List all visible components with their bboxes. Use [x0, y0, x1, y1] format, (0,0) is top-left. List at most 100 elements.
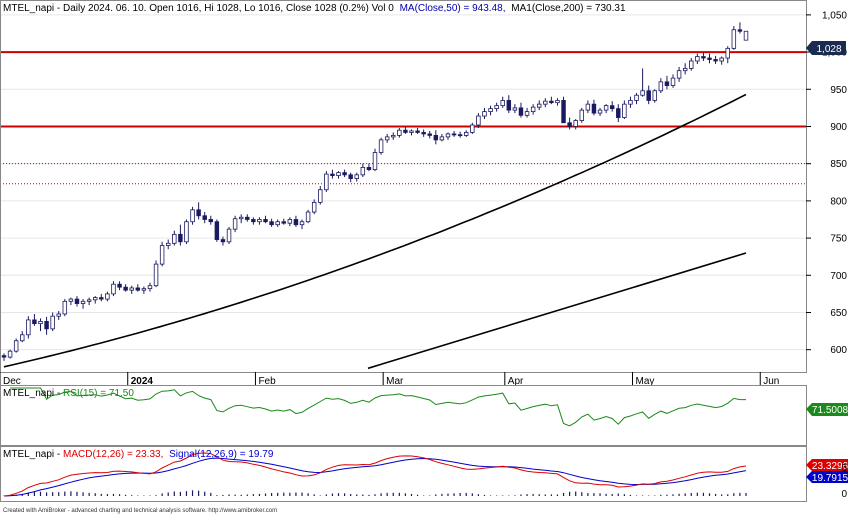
candle-body	[494, 105, 499, 110]
candle-body	[737, 29, 743, 32]
candle	[275, 219, 280, 227]
candle	[573, 119, 578, 130]
candle	[737, 22, 743, 34]
macd-pane[interactable]: MTEL_napi - MACD(12,26) = 23.33, Signal(…	[0, 446, 849, 502]
rsi-pane[interactable]: MTEL_napi - RSI(15) = 71.50 71.5008	[0, 385, 849, 446]
candle-body	[561, 100, 566, 124]
candle	[561, 96, 566, 124]
candle	[251, 217, 256, 225]
x-tick-label: Apr	[508, 376, 524, 387]
candle-body	[622, 103, 627, 118]
candle-body	[609, 105, 615, 110]
candle-body	[543, 100, 548, 105]
candle-body	[397, 129, 402, 136]
date-axis: Dec 2024 Feb Mar Apr May Jun	[0, 372, 779, 387]
y-tick-label: 600	[830, 345, 847, 356]
candle	[512, 104, 518, 114]
macd-legend: MACD(12,26) = 23.33,	[63, 449, 163, 460]
candle-body	[573, 120, 578, 127]
candle	[658, 78, 664, 93]
candle-body	[384, 136, 390, 141]
y-tick-label: 1,050	[822, 10, 847, 21]
candle	[476, 113, 481, 128]
price-header: MTEL_napi - Daily 2024. 06. 10. Open 101…	[3, 3, 626, 14]
candle	[20, 331, 25, 343]
candle-body	[713, 59, 718, 62]
candle	[263, 215, 268, 224]
candle	[129, 285, 134, 294]
candle-body	[251, 219, 256, 223]
candle-body	[689, 60, 694, 69]
y-tick-label: 800	[830, 196, 847, 207]
candle	[324, 171, 329, 192]
candle	[415, 127, 420, 134]
resistance-lines	[0, 51, 806, 185]
candle-body	[159, 245, 165, 265]
candle-body	[80, 300, 86, 304]
candle	[26, 316, 31, 339]
candle-body	[135, 287, 141, 291]
candles	[1, 22, 749, 361]
candle	[470, 122, 475, 134]
candle-body	[1, 355, 7, 358]
macd-badge: 23.3296	[806, 459, 849, 472]
candle	[99, 293, 104, 302]
candle-body	[208, 219, 214, 223]
rsi-badge: 71.5008	[806, 403, 849, 416]
candle-body	[500, 100, 505, 107]
candle-body	[62, 300, 68, 315]
candle	[427, 130, 432, 139]
candle-body	[603, 105, 609, 111]
candle	[494, 102, 499, 112]
candle-body	[628, 100, 633, 105]
candle	[579, 107, 585, 123]
candle	[701, 52, 706, 62]
candle-body	[50, 315, 55, 330]
rsi-header: MTEL_napi - RSI(15) = 71.50	[3, 388, 134, 399]
candle-body	[585, 103, 591, 111]
candle-body	[646, 90, 651, 101]
candle-body	[378, 139, 384, 153]
candle	[214, 219, 220, 242]
candle	[549, 96, 554, 105]
candle-body	[111, 283, 116, 295]
candle	[567, 117, 572, 130]
x-tick-label: Mar	[386, 376, 404, 387]
candle-body	[482, 111, 487, 117]
candle	[123, 284, 128, 292]
candle-body	[165, 242, 171, 246]
y-tick-label: 850	[830, 159, 847, 170]
candle	[707, 53, 712, 64]
candle-body	[32, 319, 37, 325]
candle-body	[701, 56, 706, 59]
candle	[74, 296, 80, 307]
candle	[44, 316, 49, 335]
candle	[597, 107, 603, 117]
candle	[62, 299, 68, 317]
ma200-line	[367, 252, 747, 370]
candle-body	[457, 134, 463, 137]
candle	[372, 148, 378, 172]
candle-body	[117, 283, 122, 288]
macd-y-axis: 50	[841, 463, 847, 500]
candle	[80, 299, 86, 309]
candle-body	[518, 107, 524, 116]
candle-body	[415, 130, 420, 133]
candle-body	[269, 221, 274, 226]
candle-body	[579, 109, 585, 121]
ma200-legend: MA1(Close,200) = 730.31	[511, 3, 626, 14]
candle	[354, 172, 359, 182]
y-tick-label: 900	[830, 122, 847, 133]
candle	[117, 281, 122, 291]
candle	[287, 217, 293, 227]
candle-body	[178, 233, 183, 243]
candle-body	[287, 219, 293, 224]
candle	[50, 312, 55, 332]
candle	[105, 291, 110, 302]
candle	[731, 26, 737, 50]
candle	[13, 338, 19, 353]
candle	[366, 163, 372, 172]
candle-body	[38, 321, 43, 325]
candle	[56, 310, 61, 320]
